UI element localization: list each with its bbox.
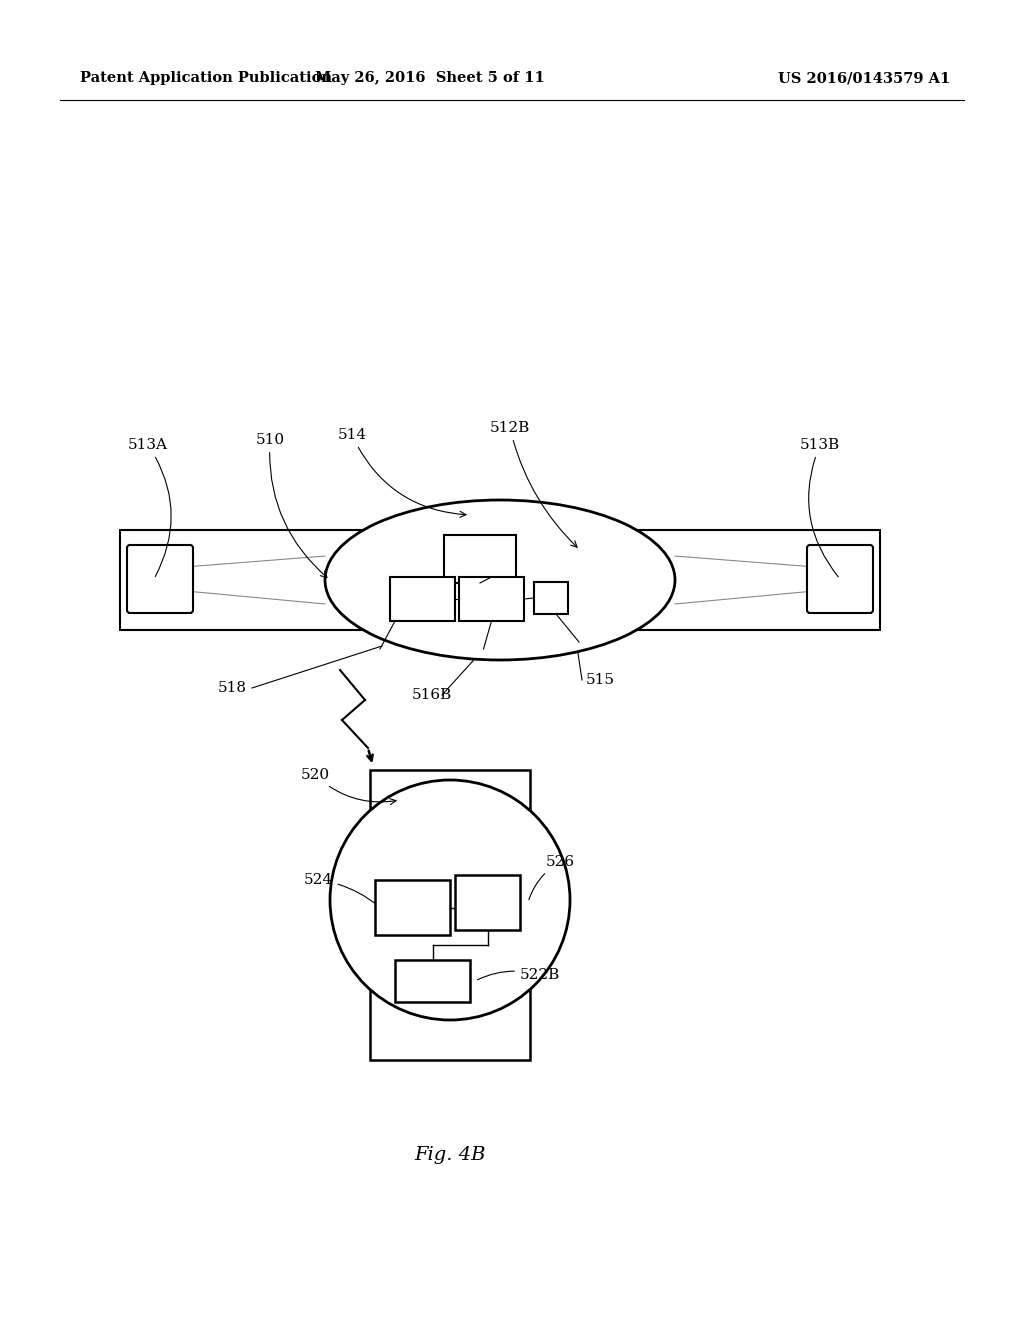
Bar xyxy=(455,875,520,931)
Bar xyxy=(395,960,470,1002)
Text: 513A: 513A xyxy=(128,438,171,577)
Text: 526: 526 xyxy=(528,855,574,900)
FancyBboxPatch shape xyxy=(127,545,193,612)
FancyBboxPatch shape xyxy=(807,545,873,612)
Circle shape xyxy=(330,780,570,1020)
Text: Fig. 4B: Fig. 4B xyxy=(415,1146,485,1164)
Bar xyxy=(120,531,880,630)
Text: 524: 524 xyxy=(303,873,378,906)
Bar xyxy=(444,535,516,583)
Text: Patent Application Publication: Patent Application Publication xyxy=(80,71,332,84)
Text: 513B: 513B xyxy=(800,438,840,577)
Bar xyxy=(459,577,524,620)
Bar xyxy=(370,770,530,1060)
Text: 522B: 522B xyxy=(477,968,560,982)
Bar xyxy=(375,880,450,935)
Bar xyxy=(534,582,568,614)
Bar xyxy=(390,577,455,620)
Ellipse shape xyxy=(325,500,675,660)
Text: 516B: 516B xyxy=(412,688,453,702)
Text: US 2016/0143579 A1: US 2016/0143579 A1 xyxy=(778,71,950,84)
Text: 520: 520 xyxy=(300,768,396,805)
Text: 510: 510 xyxy=(255,433,327,577)
Text: May 26, 2016  Sheet 5 of 11: May 26, 2016 Sheet 5 of 11 xyxy=(315,71,545,84)
Text: 518: 518 xyxy=(217,681,247,696)
Text: 515: 515 xyxy=(586,673,614,686)
Text: 514: 514 xyxy=(338,428,466,517)
Text: 512B: 512B xyxy=(489,421,578,548)
